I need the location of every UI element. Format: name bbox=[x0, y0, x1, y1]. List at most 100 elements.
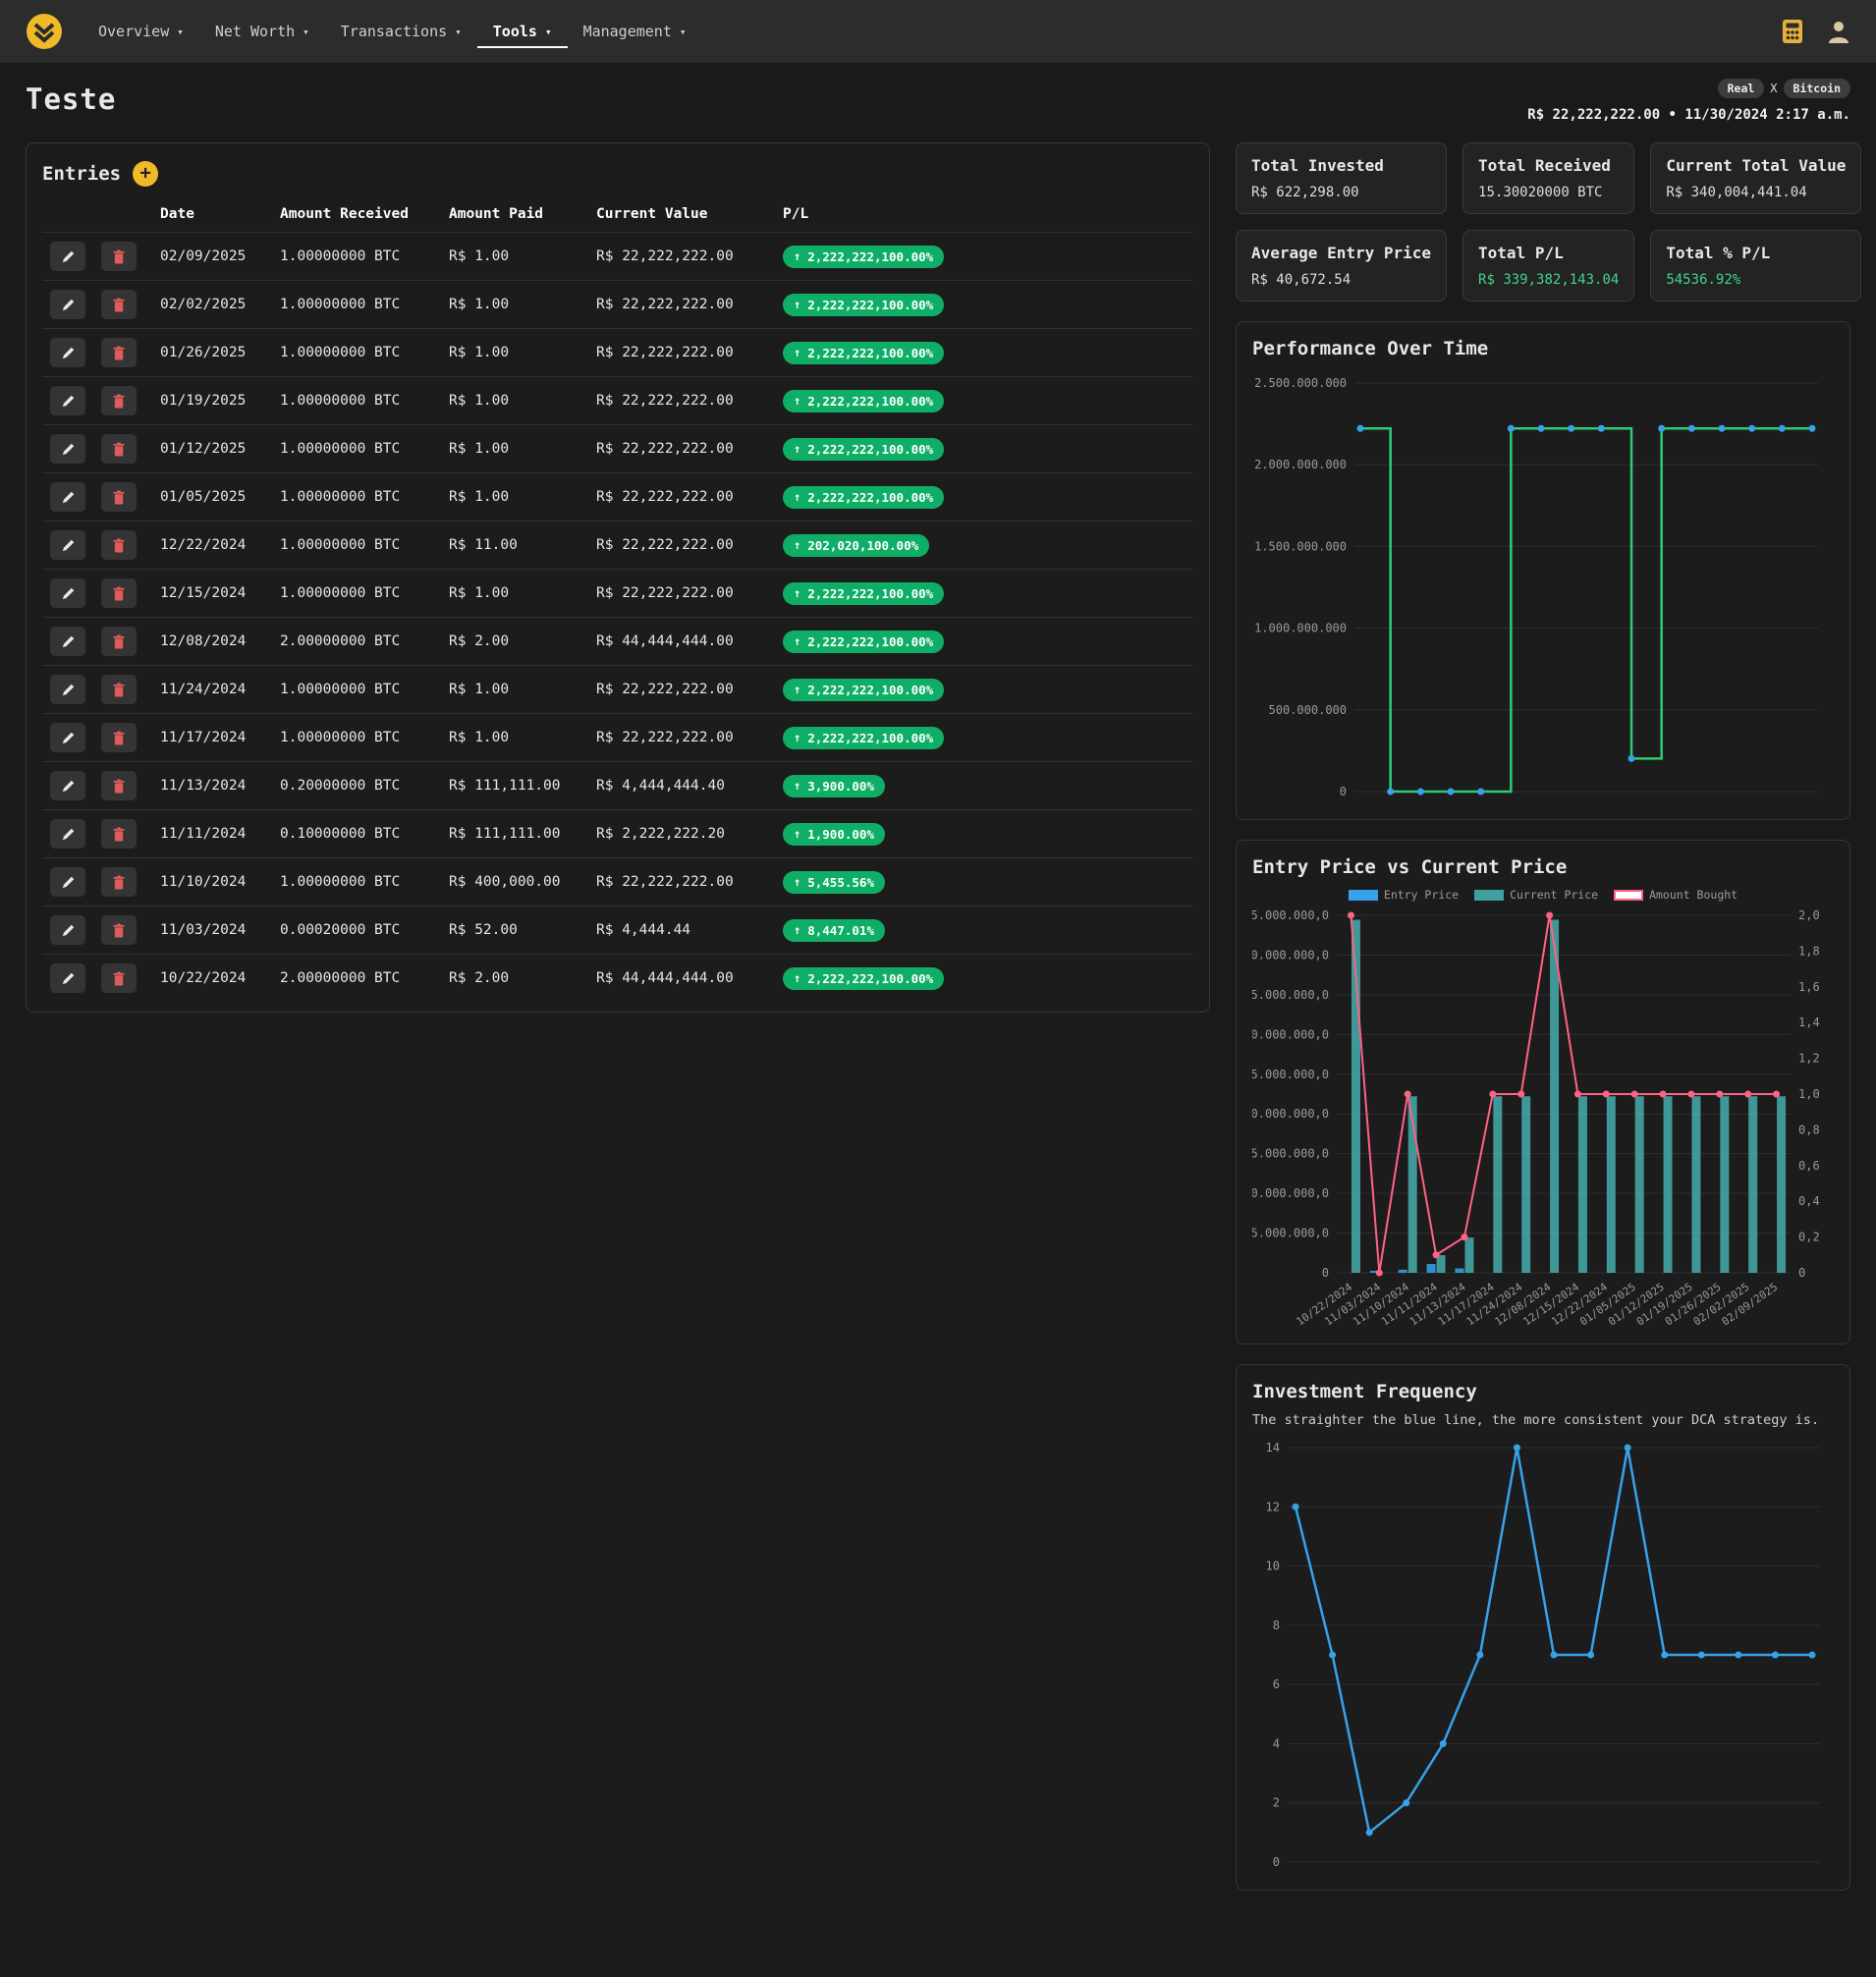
delete-entry-button[interactable] bbox=[100, 242, 137, 271]
stat-value: 15.30020000 BTC bbox=[1478, 185, 1603, 200]
edit-entry-button[interactable] bbox=[50, 819, 85, 849]
stat-label: Current Total Value bbox=[1666, 156, 1847, 175]
user-icon[interactable] bbox=[1827, 19, 1850, 44]
delete-entry-button[interactable] bbox=[100, 723, 137, 752]
edit-entry-button[interactable] bbox=[50, 867, 85, 897]
entry-vs-current-title: Entry Price vs Current Price bbox=[1252, 856, 1568, 878]
entry-current-value: R$ 22,222,222.00 bbox=[588, 713, 775, 762]
delete-entry-button[interactable] bbox=[100, 675, 137, 704]
entry-date: 11/13/2024 bbox=[152, 761, 272, 810]
delete-entry-button[interactable] bbox=[100, 819, 137, 849]
entry-amount-received: 2.00000000 BTC bbox=[272, 617, 441, 666]
edit-entry-button[interactable] bbox=[50, 963, 85, 993]
page-header: Teste Real X Bitcoin R$ 22,222,222.00 • … bbox=[26, 79, 1850, 123]
nav-item-tools[interactable]: Tools ▾ bbox=[476, 15, 568, 48]
pl-badge: ↑ 2,222,222,100.00% bbox=[783, 293, 945, 316]
pl-badge: ↑ 2,222,222,100.00% bbox=[783, 630, 945, 653]
legend-item-amount-bought[interactable]: Amount Bought bbox=[1614, 888, 1738, 902]
delete-entry-button[interactable] bbox=[100, 771, 137, 800]
legend-item-current-price[interactable]: Current Price bbox=[1474, 888, 1598, 902]
pl-value: 2,222,222,100.00% bbox=[807, 489, 934, 505]
svg-text:40.000.000,0: 40.000.000,0 bbox=[1252, 948, 1329, 961]
delete-entry-button[interactable] bbox=[100, 386, 137, 415]
entry-date: 11/17/2024 bbox=[152, 713, 272, 762]
chevron-down-icon: ▾ bbox=[544, 25, 552, 38]
frequency-subtitle: The straighter the blue line, the more c… bbox=[1252, 1412, 1820, 1428]
delete-entry-button[interactable] bbox=[100, 627, 137, 656]
pl-value: 3,900.00% bbox=[807, 778, 874, 794]
entry-vs-current-chart: 0 5.000.000,0 10.000.000,0 15.000.000,0 20.0… bbox=[1252, 908, 1820, 1328]
entry-current-value: R$ 22,222,222.00 bbox=[588, 857, 775, 906]
entry-date: 01/19/2025 bbox=[152, 376, 272, 425]
pl-badge: ↑ 202,020,100.00% bbox=[783, 533, 930, 557]
delete-entry-button[interactable] bbox=[100, 338, 137, 367]
edit-entry-button[interactable] bbox=[50, 915, 85, 945]
delete-entry-button[interactable] bbox=[100, 578, 137, 608]
pl-badge: ↑ 2,222,222,100.00% bbox=[783, 485, 945, 509]
table-row: 01/19/2025 1.00000000 BTC R$ 1.00 R$ 22,… bbox=[42, 376, 1193, 425]
edit-entry-button[interactable] bbox=[50, 242, 85, 271]
edit-entry-button[interactable] bbox=[50, 530, 85, 560]
up-arrow-icon: ↑ bbox=[794, 634, 801, 648]
edit-entry-button[interactable] bbox=[50, 482, 85, 512]
currency-pair: Real X Bitcoin bbox=[1717, 79, 1850, 98]
table-row: 01/05/2025 1.00000000 BTC R$ 1.00 R$ 22,… bbox=[42, 472, 1193, 522]
edit-entry-button[interactable] bbox=[50, 290, 85, 319]
chevron-down-icon: ▾ bbox=[679, 25, 687, 38]
up-arrow-icon: ↑ bbox=[794, 346, 801, 359]
delete-entry-button[interactable] bbox=[100, 915, 137, 945]
entry-date: 12/15/2024 bbox=[152, 569, 272, 618]
nav-item-net-worth[interactable]: Net Worth ▾ bbox=[199, 15, 325, 48]
delete-entry-button[interactable] bbox=[100, 434, 137, 464]
edit-entry-button[interactable] bbox=[50, 386, 85, 415]
entry-amount-paid: R$ 1.00 bbox=[441, 328, 588, 377]
nav-item-transactions[interactable]: Transactions ▾ bbox=[325, 15, 477, 48]
svg-text:1,0: 1,0 bbox=[1798, 1087, 1820, 1101]
entry-current-value: R$ 22,222,222.00 bbox=[588, 424, 775, 473]
entry-amount-received: 1.00000000 BTC bbox=[272, 569, 441, 618]
edit-entry-button[interactable] bbox=[50, 771, 85, 800]
quote-currency-badge[interactable]: Bitcoin bbox=[1783, 79, 1850, 98]
entry-amount-paid: R$ 1.00 bbox=[441, 232, 588, 281]
up-arrow-icon: ↑ bbox=[794, 923, 801, 937]
svg-text:0,8: 0,8 bbox=[1798, 1123, 1820, 1136]
delete-entry-button[interactable] bbox=[100, 963, 137, 993]
nav-item-label: Tools bbox=[492, 23, 537, 40]
edit-entry-button[interactable] bbox=[50, 627, 85, 656]
entry-current-value: R$ 4,444.44 bbox=[588, 906, 775, 955]
chart-legend: Entry Price Current Price Amount Bought bbox=[1252, 888, 1834, 902]
table-row: 11/03/2024 0.00020000 BTC R$ 52.00 R$ 4,… bbox=[42, 906, 1193, 955]
nav-item-overview[interactable]: Overview ▾ bbox=[83, 15, 199, 48]
delete-entry-button[interactable] bbox=[100, 530, 137, 560]
entry-current-value: R$ 22,222,222.00 bbox=[588, 521, 775, 570]
pl-badge: ↑ 2,222,222,100.00% bbox=[783, 678, 945, 701]
svg-text:0,6: 0,6 bbox=[1798, 1159, 1820, 1173]
table-row: 12/15/2024 1.00000000 BTC R$ 1.00 R$ 22,… bbox=[42, 569, 1193, 618]
edit-entry-button[interactable] bbox=[50, 578, 85, 608]
page-title: Teste bbox=[26, 82, 117, 116]
edit-entry-button[interactable] bbox=[50, 723, 85, 752]
add-entry-button[interactable]: + bbox=[133, 161, 159, 187]
legend-item-entry-price[interactable]: Entry Price bbox=[1348, 888, 1459, 902]
entry-date: 02/02/2025 bbox=[152, 280, 272, 329]
nav-item-management[interactable]: Management ▾ bbox=[568, 15, 702, 48]
edit-entry-button[interactable] bbox=[50, 434, 85, 464]
delete-entry-button[interactable] bbox=[100, 482, 137, 512]
edit-entry-button[interactable] bbox=[50, 338, 85, 367]
delete-entry-button[interactable] bbox=[100, 290, 137, 319]
base-currency-badge[interactable]: Real bbox=[1717, 79, 1765, 98]
frequency-chart: 0 2 4 6 8 10 12 14 bbox=[1266, 1441, 1820, 1869]
entry-amount-received: 0.20000000 BTC bbox=[272, 761, 441, 810]
svg-text:10: 10 bbox=[1266, 1560, 1280, 1573]
entry-date: 11/10/2024 bbox=[152, 857, 272, 906]
delete-entry-button[interactable] bbox=[100, 867, 137, 897]
frequency-panel: Investment Frequency The straighter the … bbox=[1236, 1364, 1850, 1891]
up-arrow-icon: ↑ bbox=[794, 683, 801, 696]
entry-amount-received: 1.00000000 BTC bbox=[272, 424, 441, 473]
column-header: Date bbox=[160, 206, 194, 222]
edit-entry-button[interactable] bbox=[50, 675, 85, 704]
app-logo-icon[interactable] bbox=[26, 13, 63, 50]
entry-current-value: R$ 22,222,222.00 bbox=[588, 472, 775, 522]
calculator-icon[interactable] bbox=[1782, 19, 1803, 44]
entries-title: Entries bbox=[42, 163, 122, 185]
